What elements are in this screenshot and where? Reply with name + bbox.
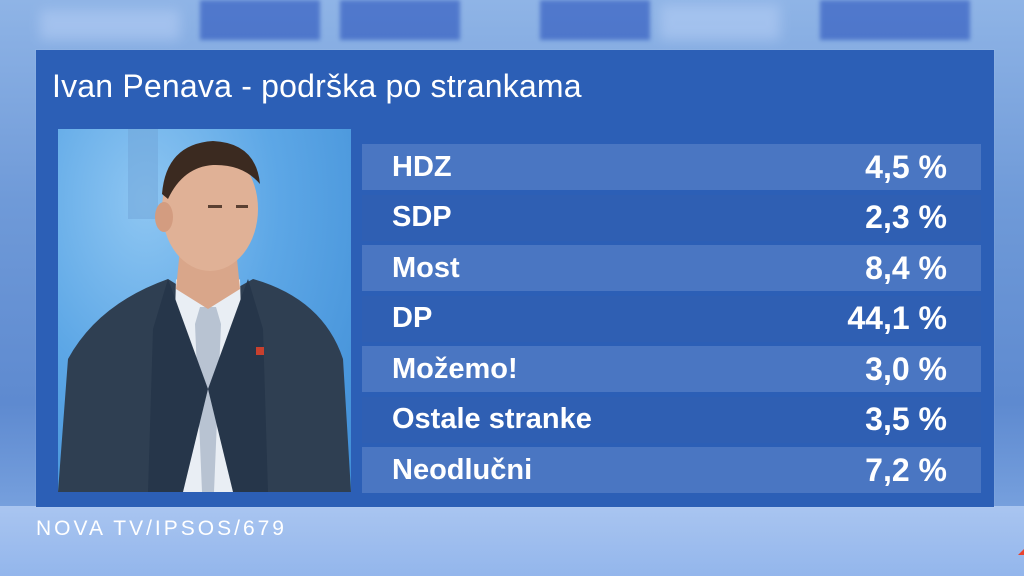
party-value: 7,2 % <box>865 451 947 488</box>
party-value: 8,4 % <box>865 249 947 286</box>
party-name: HDZ <box>392 150 452 183</box>
table-row: HDZ 4,5 % <box>362 144 981 190</box>
party-name: DP <box>392 302 433 334</box>
page-title: Ivan Penava - podrška po strankama <box>52 68 582 104</box>
party-name: Ostale stranke <box>392 403 592 435</box>
party-value: 4,5 % <box>865 148 947 185</box>
table-row: Ostale stranke 3,5 % <box>362 396 981 443</box>
results-table: HDZ 4,5 % SDP 2,3 % Most 8,4 % DP 44,1 %… <box>362 144 981 498</box>
table-row: Neodlučni 7,2 % <box>362 447 981 493</box>
poll-panel: Ivan Penava - podrška po strankama <box>36 50 1024 555</box>
party-name: Neodlučni <box>392 453 533 486</box>
table-row: SDP 2,3 % <box>362 194 981 241</box>
candidate-portrait-image <box>58 129 351 492</box>
source-caption: NOVA TV/IPSOS/679 <box>36 517 287 540</box>
party-value: 44,1 % <box>847 300 947 336</box>
party-name: Možemo! <box>392 352 518 385</box>
party-value: 3,0 % <box>865 350 947 387</box>
party-name: SDP <box>392 201 452 233</box>
table-row: Možemo! 3,0 % <box>362 346 981 392</box>
party-name: Most <box>392 251 460 284</box>
candidate-photo <box>58 129 351 492</box>
party-value: 2,3 % <box>865 199 947 235</box>
party-value: 3,5 % <box>865 401 947 437</box>
table-row: Most 8,4 % <box>362 245 981 291</box>
table-row: DP 44,1 % <box>362 295 981 342</box>
